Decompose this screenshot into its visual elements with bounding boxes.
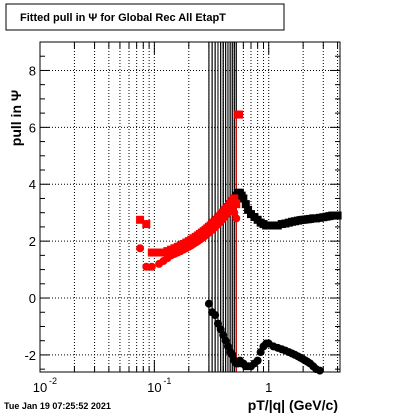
y-axis-label: pull in Ψ: [8, 90, 24, 146]
data-point-circle: [204, 299, 213, 308]
x-tick-label: 10: [147, 380, 161, 395]
data-point-square: [235, 110, 244, 119]
title-box: Fitted pull in Ψ for Global Rec All Etap…: [5, 3, 285, 31]
y-tick-label: 8: [29, 63, 36, 78]
data-point-square: [264, 221, 273, 230]
x-tick-label: 10: [33, 380, 47, 395]
data-point-square: [147, 248, 156, 257]
x-tick-label: 1: [265, 380, 272, 395]
data-point-square: [269, 221, 278, 230]
data-point-circle: [147, 262, 156, 271]
data-point-square: [142, 220, 151, 229]
data-point-square: [241, 200, 250, 209]
y-tick-label: 6: [29, 120, 36, 135]
x-axis-label: pT/|q| (GeV/c): [248, 397, 338, 413]
marker-layer: [136, 110, 342, 375]
data-point-circle: [142, 262, 151, 271]
plot-frame: [39, 41, 341, 373]
y-tick-label: 0: [29, 291, 36, 306]
data-point-square: [136, 215, 145, 224]
data-point-square: [244, 205, 253, 214]
chart-title: Fitted pull in Ψ for Global Rec All Etap…: [20, 12, 226, 24]
x-tick-label-exponent: -1: [163, 376, 171, 386]
data-point-circle: [253, 356, 262, 365]
data-point-circle: [315, 366, 324, 375]
y-tick-label: -2: [24, 348, 36, 363]
data-point-square: [333, 211, 342, 220]
y-tick-label: 4: [29, 177, 36, 192]
y-tick-label: 2: [29, 234, 36, 249]
grid-layer: [40, 42, 340, 372]
timestamp: Tue Jan 19 07:25:52 2021: [4, 401, 111, 411]
data-point-square: [230, 194, 239, 203]
data-point-square: [155, 248, 164, 257]
x-tick-label-exponent: -2: [49, 376, 57, 386]
data-point-circle: [136, 244, 145, 253]
data-point-circle: [211, 311, 220, 320]
data-point-circle: [232, 214, 241, 223]
data-point-square: [232, 200, 241, 209]
data-point-square: [239, 194, 248, 203]
